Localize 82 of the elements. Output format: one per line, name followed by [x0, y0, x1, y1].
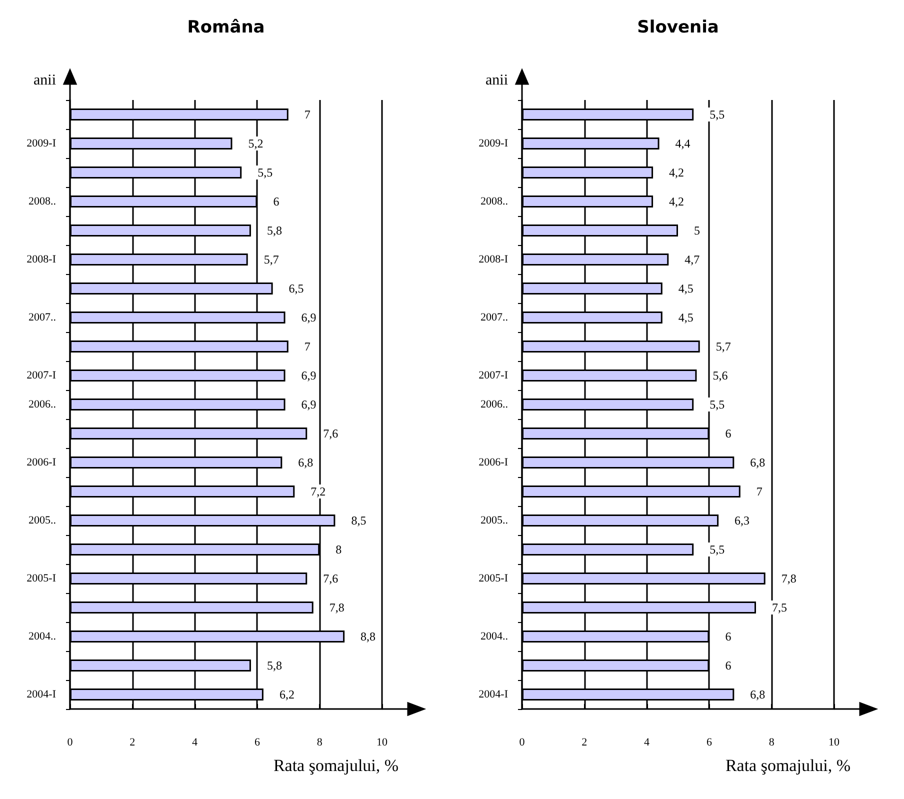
x-tick-label: 2	[130, 736, 136, 748]
data-label: 6	[725, 658, 732, 672]
data-label: 6	[725, 426, 732, 440]
y-tick-label: 2008-I	[478, 254, 508, 266]
data-label: 4,7	[684, 252, 700, 266]
data-label: 7,6	[323, 426, 338, 440]
data-label: 7,8	[329, 600, 344, 614]
x-tick-label: 6	[706, 736, 712, 748]
data-label: 5,7	[716, 340, 731, 354]
y-tick-label: 2004-I	[26, 688, 56, 700]
data-label: 4,4	[675, 136, 690, 150]
data-label: 6	[273, 194, 280, 208]
data-label: 5,6	[712, 368, 728, 382]
y-tick-label: 2009-I	[478, 138, 508, 150]
data-label: 7	[756, 484, 762, 498]
data-label: 5,5	[710, 108, 725, 122]
data-label: 4,5	[678, 282, 694, 296]
y-tick-label: 2007-I	[26, 370, 56, 382]
y-tick-label: 2008..	[28, 196, 56, 208]
chart-title: Româna	[187, 18, 265, 38]
data-label: 5,5	[258, 166, 273, 180]
data-label: 8	[336, 542, 342, 556]
data-label: 6,9	[301, 398, 316, 412]
y-tick-label: 2005..	[28, 514, 56, 526]
y-axis-title: anii	[34, 72, 56, 88]
y-tick-label: 2007..	[28, 312, 56, 324]
data-label: 7,2	[310, 484, 326, 498]
x-tick-label: 8	[768, 736, 775, 748]
y-tick-label: 2004..	[28, 630, 56, 642]
x-axis-title: Rata şomajului, %	[273, 756, 399, 775]
y-tick-label: 2005..	[480, 514, 508, 526]
data-label: 6,9	[301, 368, 316, 382]
y-tick-label: 2006..	[28, 398, 56, 410]
data-label: 5,8	[266, 658, 282, 672]
data-label: 5,2	[248, 136, 264, 150]
data-label: 6,5	[288, 282, 304, 296]
x-tick-label: 8	[316, 736, 323, 748]
data-label: 6	[725, 630, 732, 644]
y-tick-label: 2006-I	[26, 456, 56, 468]
x-tick-label: 0	[67, 736, 74, 748]
data-label: 4,2	[669, 194, 684, 208]
data-label: 7,5	[772, 600, 787, 614]
x-tick-label: 6	[254, 736, 260, 748]
y-tick-label: 2007-I	[478, 370, 508, 382]
x-tick-label: 10	[376, 736, 388, 748]
y-tick-label: 2008-I	[26, 254, 56, 266]
y-tick-label: 2004-I	[478, 688, 508, 700]
data-label: 7	[304, 108, 310, 122]
x-tick-label: 4	[644, 736, 650, 748]
data-label: 5,8	[266, 224, 282, 238]
chart-title: Slovenia	[637, 18, 719, 38]
x-tick-label: 2	[582, 736, 588, 748]
y-tick-label: 2005-I	[26, 572, 56, 584]
x-tick-label: 0	[519, 736, 526, 748]
data-label: 7,8	[781, 572, 796, 586]
data-label: 4,5	[678, 310, 694, 324]
data-label: 6,8	[298, 456, 314, 470]
y-tick-label: 2008..	[480, 196, 508, 208]
data-label: 5,5	[710, 542, 725, 556]
data-label: 7,6	[323, 572, 338, 586]
data-label: 6,9	[301, 310, 316, 324]
data-label: 8,5	[351, 514, 366, 528]
y-tick-label: 2005-I	[478, 572, 508, 584]
data-label: 4,2	[669, 166, 684, 180]
data-label: 6,8	[750, 456, 766, 470]
data-label: 5	[694, 224, 700, 238]
data-label: 5,7	[264, 252, 279, 266]
y-axis-title: anii	[486, 72, 508, 88]
data-label: 7	[304, 340, 310, 354]
y-tick-label: 2009-I	[26, 138, 56, 150]
x-tick-label: 4	[192, 736, 198, 748]
y-tick-label: 2006..	[480, 398, 508, 410]
y-tick-label: 2006-I	[478, 456, 508, 468]
data-label: 6,2	[279, 688, 294, 702]
data-label: 6,8	[750, 688, 766, 702]
y-tick-label: 2004..	[480, 630, 508, 642]
data-label: 5,5	[710, 398, 725, 412]
y-tick-label: 2007..	[480, 312, 508, 324]
x-axis-title: Rata şomajului, %	[725, 756, 851, 775]
data-label: 8,8	[360, 630, 376, 644]
x-tick-label: 10	[828, 736, 840, 748]
data-label: 6,3	[734, 514, 750, 528]
